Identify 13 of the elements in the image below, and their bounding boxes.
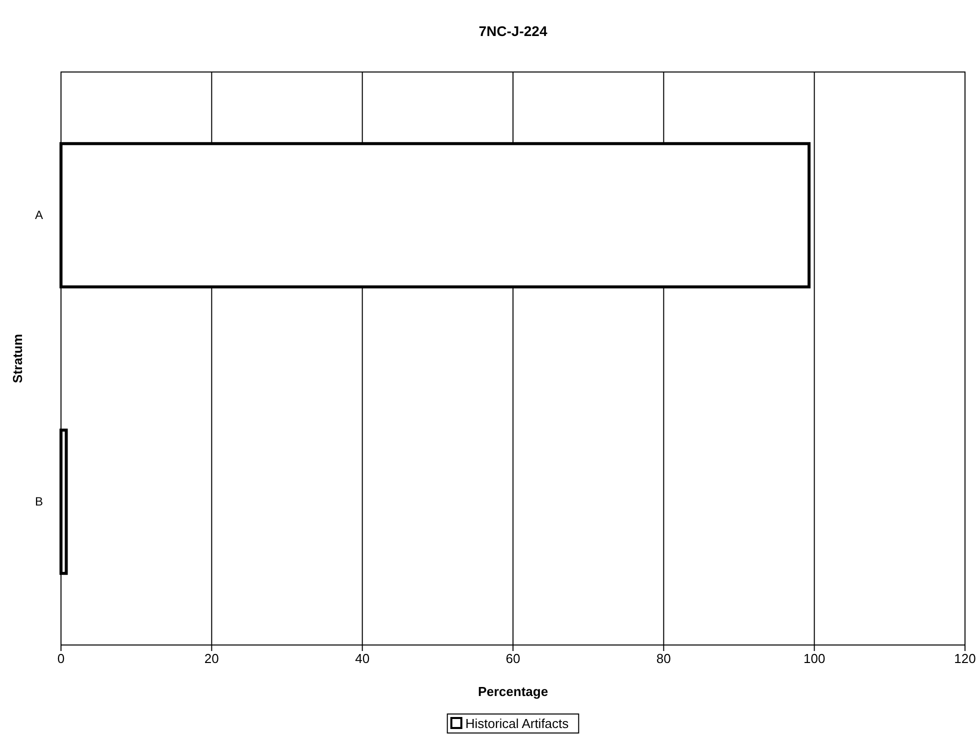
y-tick-label: A xyxy=(34,208,43,222)
x-tick-label: 0 xyxy=(57,651,65,666)
y-axis-title: Stratum xyxy=(10,334,25,384)
x-tick-label: 80 xyxy=(656,651,671,666)
y-tick-label: B xyxy=(34,494,43,509)
x-tick-label: 60 xyxy=(506,651,520,666)
x-tick-label: 20 xyxy=(204,651,219,666)
x-tick-label: 120 xyxy=(954,651,976,666)
chart-title: 7NC-J-224 xyxy=(478,23,548,39)
x-axis-title: Percentage xyxy=(478,684,548,699)
x-tick-label: 40 xyxy=(355,651,370,666)
legend-label: Historical Artifacts xyxy=(465,716,570,731)
x-tick-label: 100 xyxy=(803,651,826,666)
